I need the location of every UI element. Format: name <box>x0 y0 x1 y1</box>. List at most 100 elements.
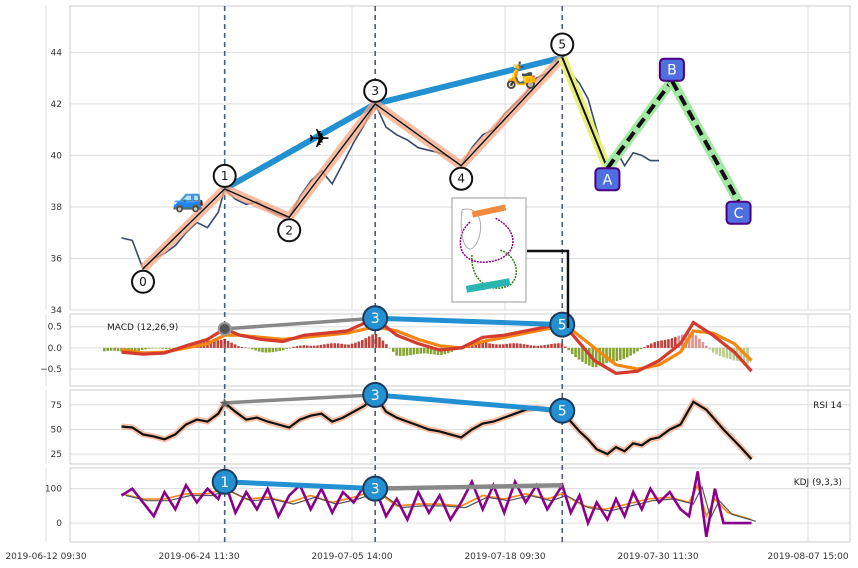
macd-histogram-bar <box>319 344 323 348</box>
macd-histogram-bar <box>677 335 681 348</box>
macd-histogram-bar <box>416 347 419 354</box>
macd-histogram-bar <box>219 339 223 348</box>
macd-histogram-bar <box>515 343 519 348</box>
wave-point-label: 1 <box>221 169 229 183</box>
macd-histogram-bar <box>581 347 584 362</box>
macd-histogram-bar <box>570 347 574 355</box>
y-tick-label: 25 <box>51 450 62 460</box>
macd-histogram-bar <box>495 344 498 348</box>
macd-histogram-bar <box>109 347 113 351</box>
macd-histogram-bar <box>103 347 106 352</box>
macd-histogram-bar <box>557 343 560 348</box>
macd-histogram-bar <box>615 347 619 362</box>
inset-band-teal <box>465 278 511 293</box>
y-tick-label: 36 <box>51 254 63 264</box>
macd-histogram-bar <box>729 347 732 360</box>
divergence-point-label: 3 <box>371 388 380 404</box>
macd-histogram-bar <box>336 343 340 348</box>
macd-histogram-bar <box>323 344 326 348</box>
projection-point-marker <box>594 167 621 192</box>
inset-band-orange <box>471 204 507 218</box>
x-tick-label: 2019-07-18 09:30 <box>464 552 545 562</box>
macd-histogram-bar <box>388 347 392 349</box>
wave-point-marker <box>277 218 302 243</box>
y-tick-label: 34 <box>51 306 63 316</box>
wave-point-label: 5 <box>558 38 566 52</box>
macd-histogram-bar <box>381 340 385 348</box>
macd-histogram-bar <box>137 347 140 351</box>
car-icon: 🚙 <box>172 184 204 214</box>
macd-histogram-bar <box>539 345 543 348</box>
macd-histogram-bar <box>711 347 715 353</box>
macd-histogram-bar <box>498 344 502 348</box>
macd-histogram-bar <box>622 347 626 359</box>
rsi-line <box>121 393 753 460</box>
projection-point-marker <box>725 200 752 225</box>
macd-histogram-bar <box>629 347 632 356</box>
macd-histogram-bar <box>309 345 312 348</box>
y-tick-label: 44 <box>51 48 63 58</box>
kdj-d-line <box>125 485 756 522</box>
macd-histogram-bar <box>333 343 337 348</box>
wave-point-label: 2 <box>285 223 293 237</box>
divergence-point-label: 1 <box>220 475 229 491</box>
macd-histogram-bar <box>440 347 443 356</box>
macd-histogram-bar <box>295 346 299 348</box>
macd-histogram-bar <box>233 344 237 348</box>
macd-histogram-bar <box>312 345 316 348</box>
x-tick-label: 2019-06-24 11:30 <box>158 552 239 562</box>
macd-histogram-bar <box>594 347 598 368</box>
macd-histogram-bar <box>171 347 175 349</box>
macd-histogram-bar <box>505 343 509 348</box>
macd-histogram-bar <box>608 347 612 363</box>
macd-histogram-bar <box>140 347 144 351</box>
macd-histogram-bar <box>361 339 364 348</box>
macd-histogram-bar <box>330 343 333 348</box>
macd-histogram-bar <box>574 347 577 358</box>
macd-histogram-bar <box>261 347 264 353</box>
y-tick-label: 0.5 <box>48 323 62 333</box>
projection-line <box>670 79 741 203</box>
macd-histogram-bar <box>106 347 110 351</box>
macd-histogram-bar <box>553 343 557 348</box>
macd-histogram-bar <box>625 347 629 358</box>
divergence-line <box>375 315 563 328</box>
macd-histogram-bar <box>275 347 278 352</box>
projection-line <box>605 79 674 170</box>
macd-histogram-bar <box>491 343 495 348</box>
macd-histogram-bar <box>391 347 395 352</box>
rsi-panel-label: RSI 14 <box>813 401 842 411</box>
airplane-icon: ✈ <box>308 125 330 155</box>
macd-histogram-bar <box>619 347 622 361</box>
macd-histogram-bar <box>364 338 368 348</box>
y-tick-label: 38 <box>51 203 63 213</box>
macd-histogram-bar <box>639 347 643 350</box>
divergence-line <box>375 482 563 491</box>
macd-histogram-bar <box>512 343 515 348</box>
macd-histogram-bar <box>268 347 271 353</box>
macd-histogram-bar <box>732 347 736 361</box>
y-tick-label: 75 <box>51 401 62 411</box>
macd-histogram-bar <box>343 344 347 348</box>
macd-histogram-bar <box>302 345 306 348</box>
macd-histogram-bar <box>718 347 722 356</box>
macd-histogram-bar <box>725 347 729 359</box>
y-tick-label: 0 <box>56 519 62 529</box>
wave-point-marker <box>363 78 388 103</box>
macd-histogram-bar <box>288 347 292 349</box>
macd-panel: −0.5 0.0 0.5 3 5 <box>40 305 753 375</box>
macd-histogram-bar <box>354 342 357 348</box>
macd-histogram-bar <box>395 347 398 356</box>
divergence-point-label: 3 <box>371 311 380 327</box>
macd-histogram-bar <box>305 345 309 348</box>
macd-histogram-bar <box>632 347 636 354</box>
macd-histogram-bar <box>598 347 601 366</box>
macd-histogram-bar <box>691 333 694 348</box>
macd-histogram-bar <box>326 343 330 348</box>
divergence-star-marker: ★ <box>218 396 231 412</box>
macd-histogram-bar <box>409 347 412 356</box>
macd-histogram-bar <box>209 340 213 348</box>
macd-histogram-bar <box>120 347 123 352</box>
divergence-line <box>224 316 376 331</box>
